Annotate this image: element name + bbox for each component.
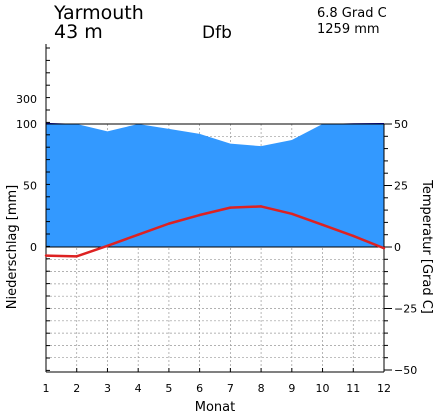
temperature-tick-label: 25 bbox=[394, 180, 408, 193]
temperature-point bbox=[290, 212, 294, 215]
annual-precipitation: 1259 mm bbox=[317, 22, 380, 37]
temperature-point bbox=[75, 255, 78, 258]
x-axis-title: Monat bbox=[195, 400, 235, 415]
precipitation-tick-label: 0 bbox=[30, 241, 37, 254]
station-name: Yarmouth bbox=[53, 2, 144, 24]
temperature-point bbox=[44, 254, 48, 257]
month-label: 2 bbox=[73, 382, 80, 395]
temperature-point bbox=[352, 234, 355, 238]
station-elevation: 43 m bbox=[54, 21, 103, 43]
month-label: 6 bbox=[196, 382, 203, 395]
temperature-point bbox=[229, 206, 232, 209]
temperature-point bbox=[198, 213, 201, 217]
temperature-tick-label: 0 bbox=[394, 241, 401, 254]
left-axis-title: Niederschlag [mm] bbox=[5, 185, 20, 310]
month-label: 7 bbox=[227, 382, 234, 395]
temperature-point bbox=[382, 247, 386, 250]
temperature-tick-label: −50 bbox=[394, 364, 417, 377]
precipitation-tick-label: 100 bbox=[16, 118, 37, 131]
month-label: 9 bbox=[288, 382, 295, 395]
temperature-point bbox=[167, 222, 171, 225]
month-label: 11 bbox=[346, 382, 360, 395]
climate-class: Dfb bbox=[202, 23, 232, 43]
temperature-point bbox=[106, 244, 109, 247]
right-axis-title: Temperatur [Grad C] bbox=[419, 179, 434, 314]
temperature-point bbox=[259, 205, 263, 208]
temperature-point bbox=[321, 223, 324, 227]
precipitation-tick-label: 50 bbox=[23, 180, 37, 193]
mean-temperature: 6.8 Grad C bbox=[317, 6, 387, 21]
month-label: 4 bbox=[135, 382, 142, 395]
month-label: 8 bbox=[258, 382, 265, 395]
temperature-tick-label: −25 bbox=[394, 303, 417, 316]
axes bbox=[45, 44, 392, 373]
temperature-tick-label: 50 bbox=[394, 118, 408, 131]
month-label: 10 bbox=[316, 382, 330, 395]
temperature-curve bbox=[44, 205, 386, 258]
month-label: 5 bbox=[165, 382, 172, 395]
month-label: 3 bbox=[104, 382, 111, 395]
month-label: 12 bbox=[377, 382, 391, 395]
temperature-line bbox=[45, 205, 385, 258]
temperature-point bbox=[136, 233, 140, 236]
month-label: 1 bbox=[43, 382, 50, 395]
precipitation-tick-label: 300 bbox=[16, 93, 37, 106]
